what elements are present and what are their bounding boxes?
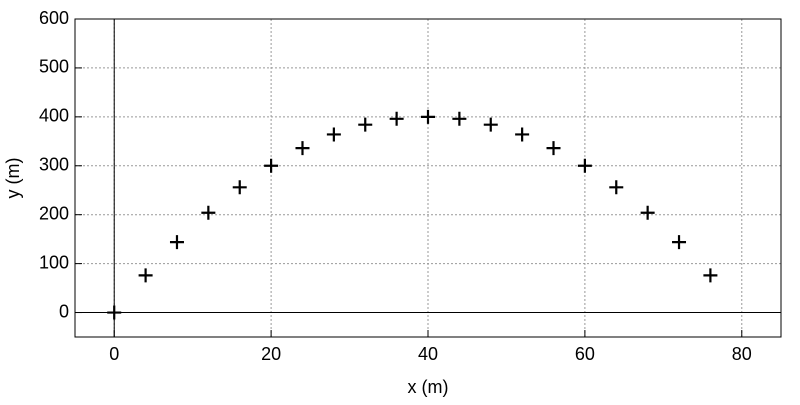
point xyxy=(295,141,310,156)
point xyxy=(609,180,624,195)
y-tick-label: 400 xyxy=(39,106,69,126)
point xyxy=(672,235,687,250)
point xyxy=(703,268,718,283)
point xyxy=(358,117,373,132)
point xyxy=(264,158,279,173)
point xyxy=(577,158,592,173)
point xyxy=(389,111,404,126)
point xyxy=(107,305,122,320)
point xyxy=(169,235,184,250)
point xyxy=(640,205,655,220)
plot-area xyxy=(75,19,781,337)
point xyxy=(201,205,216,220)
point xyxy=(232,180,247,195)
y-tick-label: 0 xyxy=(59,301,69,321)
point xyxy=(326,127,341,142)
y-tick-label: 300 xyxy=(39,155,69,175)
x-tick-label: 80 xyxy=(732,344,752,364)
point xyxy=(452,111,467,126)
y-axis-label: y (m) xyxy=(3,158,23,199)
plot-frame xyxy=(74,18,782,338)
y-tick-label: 500 xyxy=(39,57,69,77)
x-tick-label: 40 xyxy=(418,344,438,364)
x-axis-label: x (m) xyxy=(408,377,449,397)
point xyxy=(483,117,498,132)
point xyxy=(421,109,435,124)
x-tick-label: 0 xyxy=(109,344,119,364)
point xyxy=(138,268,153,283)
y-tick-label: 100 xyxy=(39,252,69,272)
point xyxy=(515,127,530,142)
x-tick-label: 20 xyxy=(261,344,281,364)
y-tick-label: 600 xyxy=(39,8,69,28)
point xyxy=(546,141,561,156)
x-tick-label: 60 xyxy=(575,344,595,364)
y-tick-label: 200 xyxy=(39,203,69,223)
